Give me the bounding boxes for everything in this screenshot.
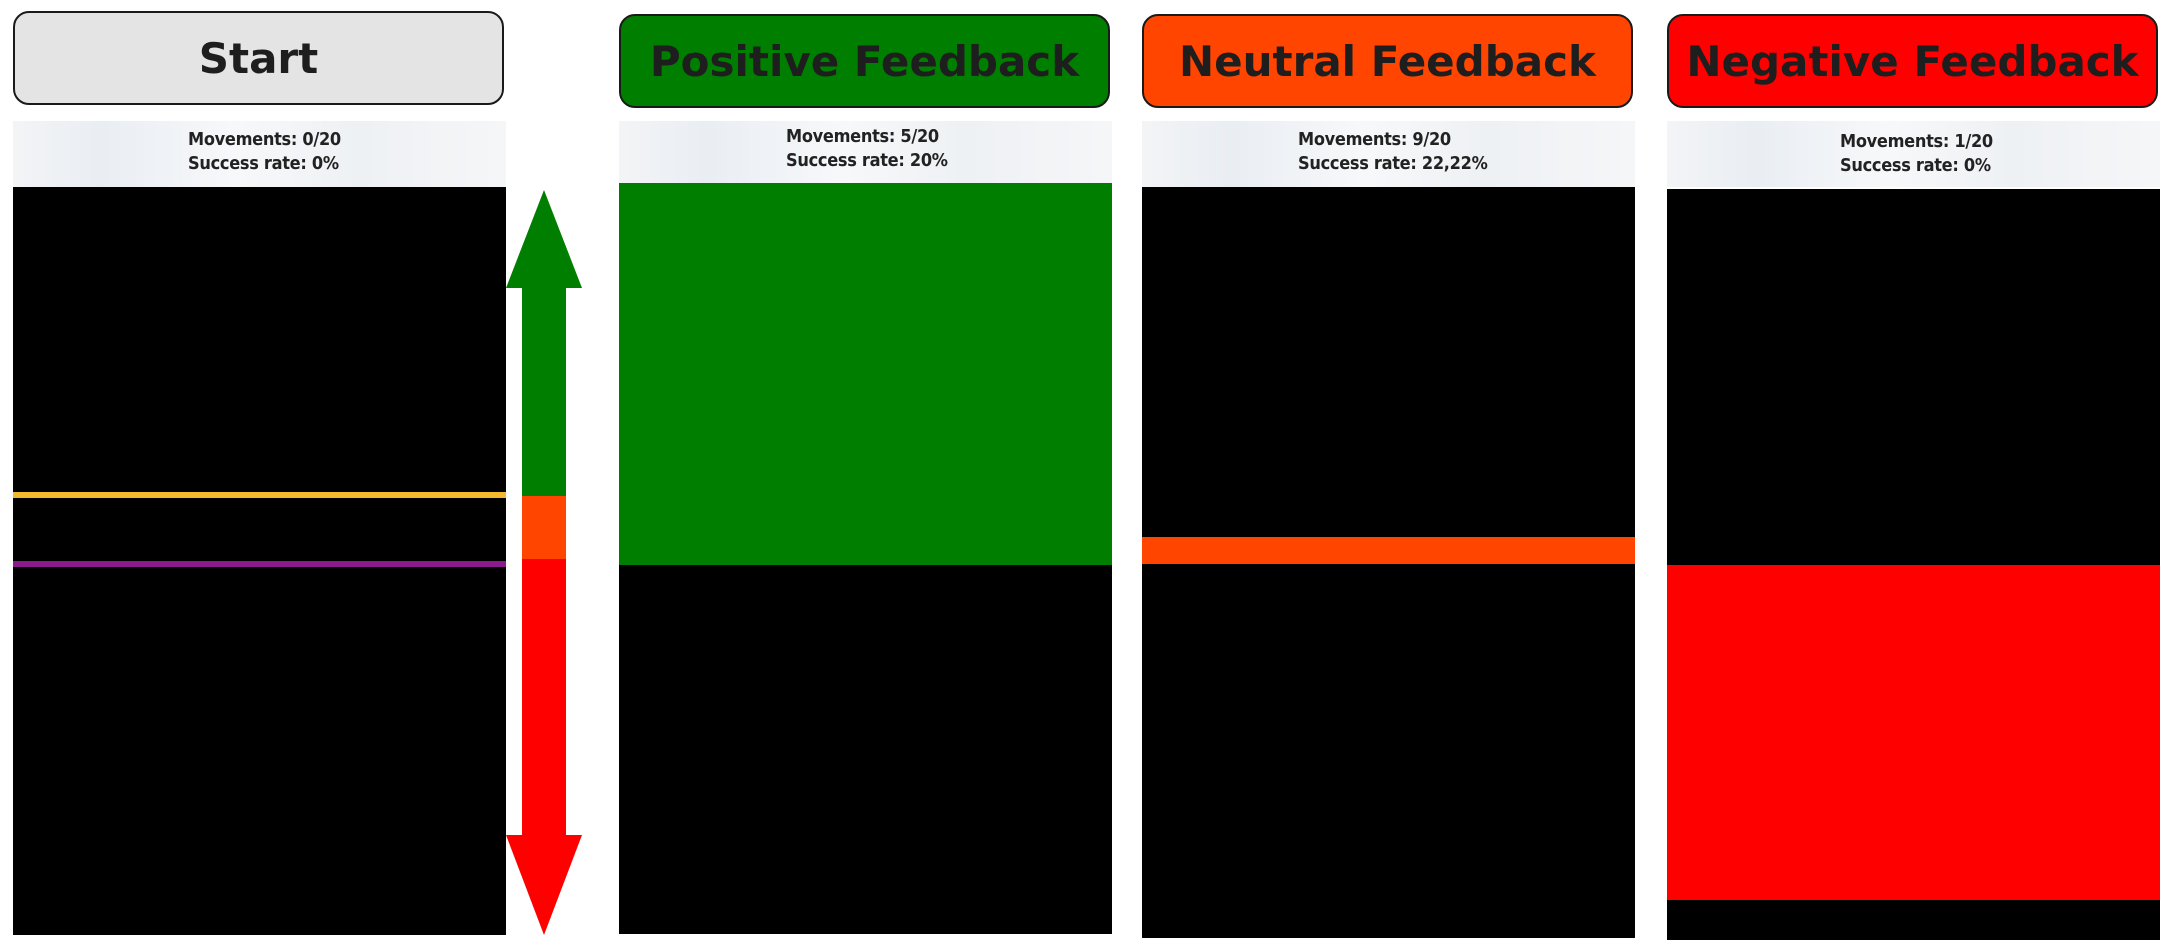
negative-movements-text: Movements: 1/20	[1840, 131, 1993, 152]
positive-feedback-button[interactable]: Positive Feedback	[619, 14, 1110, 108]
neutral-movements-text: Movements: 9/20	[1298, 129, 1451, 150]
positive-status-box: Movements: 5/20 Success rate: 20%	[619, 121, 1112, 187]
positive-game-area	[619, 183, 1112, 934]
positive-movements-text: Movements: 5/20	[786, 126, 939, 147]
positive-panel: Positive Feedback Movements: 5/20 Succes…	[619, 0, 1112, 950]
down-arrow-head	[506, 835, 582, 935]
start-status-box: Movements: 0/20 Success rate: 0%	[13, 121, 506, 187]
neutral-panel: Neutral Feedback Movements: 9/20 Success…	[1142, 0, 1635, 950]
neutral-success-rate-text: Success rate: 22,22%	[1298, 153, 1488, 174]
up-down-arrow-icon	[506, 190, 582, 935]
negative-success-rate-text: Success rate: 0%	[1840, 155, 1991, 176]
positive-scale-segment	[522, 286, 566, 498]
start-button[interactable]: Start	[13, 11, 504, 105]
start-movements-text: Movements: 0/20	[188, 129, 341, 150]
neutral-feedback-band	[1142, 537, 1635, 564]
neutral-status-box: Movements: 9/20 Success rate: 22,22%	[1142, 121, 1635, 187]
neutral-scale-segment	[522, 496, 566, 561]
purple-marker-line	[13, 561, 506, 567]
negative-scale-segment	[522, 559, 566, 838]
up-arrow-head	[506, 190, 582, 288]
start-game-area	[13, 187, 506, 935]
negative-status-box: Movements: 1/20 Success rate: 0%	[1667, 121, 2160, 187]
negative-feedback-button[interactable]: Negative Feedback	[1667, 14, 2158, 108]
positive-feedback-fill	[619, 183, 1112, 565]
negative-panel: Negative Feedback Movements: 1/20 Succes…	[1667, 0, 2160, 950]
negative-feedback-fill	[1667, 565, 2160, 900]
positive-success-rate-text: Success rate: 20%	[786, 150, 948, 171]
negative-game-area	[1667, 189, 2160, 940]
start-panel: Start Movements: 0/20 Success rate: 0%	[13, 0, 506, 950]
yellow-target-line	[13, 492, 506, 498]
start-success-rate-text: Success rate: 0%	[188, 153, 339, 174]
neutral-feedback-button[interactable]: Neutral Feedback	[1142, 14, 1633, 108]
neutral-game-area	[1142, 187, 1635, 938]
